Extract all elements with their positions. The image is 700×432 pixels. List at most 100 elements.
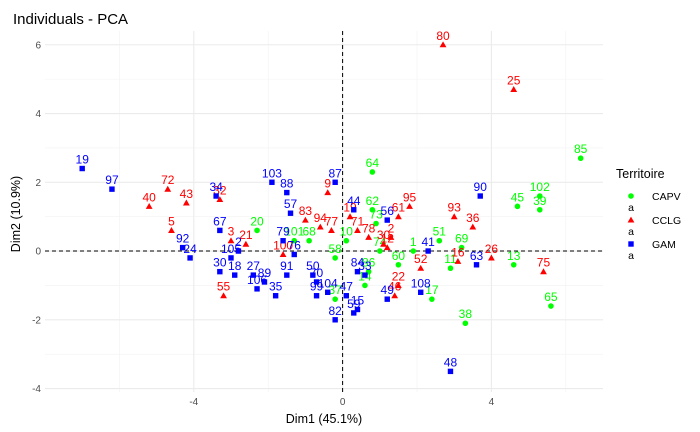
data-point (395, 261, 402, 268)
data-point (369, 206, 376, 213)
data-point (351, 207, 357, 213)
data-point (373, 220, 379, 227)
point-label: 89 (258, 266, 272, 280)
data-point (306, 237, 312, 244)
point-label: 97 (105, 173, 119, 187)
data-point (332, 317, 338, 323)
data-point (217, 268, 223, 275)
point-label: 64 (366, 156, 380, 170)
data-point (436, 237, 443, 244)
data-point (164, 185, 172, 192)
point-label: 65 (544, 290, 558, 304)
x-axis-label: Dim1 (45.1%) (286, 412, 362, 426)
data-point (391, 292, 399, 299)
data-point (313, 279, 320, 285)
data-point (187, 255, 193, 261)
point-label: 77 (325, 214, 339, 228)
data-point (217, 227, 223, 234)
point-label: 55 (217, 280, 231, 294)
point-label: 38 (459, 307, 473, 321)
point-label: 21 (239, 228, 253, 242)
data-point (79, 165, 85, 172)
point-label: 9 (324, 177, 331, 191)
point-label: 17 (425, 283, 439, 297)
data-point (216, 196, 224, 203)
data-point (450, 213, 458, 220)
point-label: 27 (247, 259, 261, 273)
y-tick-label: -4 (32, 384, 41, 395)
point-label: 62 (366, 194, 380, 208)
data-point (540, 268, 547, 275)
point-label: 20 (250, 214, 264, 228)
chart-title: Individuals - PCA (13, 11, 128, 28)
point-label: 51 (433, 225, 447, 239)
data-point (477, 193, 483, 199)
point-label: 10 (340, 225, 354, 239)
point-label: 48 (444, 355, 458, 369)
data-point (332, 179, 338, 185)
data-point (447, 265, 454, 272)
point-label: 100 (273, 238, 293, 252)
point-label: 41 (421, 235, 435, 249)
legend-title: Territoire (616, 167, 665, 181)
legend-key-glyph: a (628, 250, 634, 262)
legend-key-glyph: a (628, 202, 634, 214)
data-point (425, 248, 431, 254)
point-label: 30 (377, 228, 391, 242)
point-label: 88 (280, 177, 294, 191)
data-point (406, 202, 413, 209)
data-point (109, 186, 115, 192)
data-point (220, 292, 227, 299)
data-point (284, 272, 290, 278)
point-label: 30 (213, 256, 227, 270)
point-label: 11 (444, 252, 457, 266)
data-point (343, 237, 350, 244)
data-point (410, 248, 417, 254)
point-label: 104 (318, 276, 338, 290)
data-point (488, 254, 495, 261)
point-label: 79 (276, 225, 290, 239)
data-point (182, 199, 190, 206)
point-label: 58 (328, 242, 342, 256)
point-label: 45 (511, 190, 525, 204)
data-point (387, 233, 395, 240)
point-label: 1 (410, 235, 417, 249)
data-point (284, 189, 290, 196)
point-label: 75 (537, 256, 551, 270)
point-label: 85 (574, 142, 588, 156)
data-point (313, 293, 320, 299)
data-point (514, 203, 521, 210)
data-point (343, 293, 350, 299)
point-label: 60 (392, 249, 406, 263)
data-point (548, 303, 554, 309)
data-point (310, 272, 316, 278)
point-label: 68 (302, 225, 316, 239)
data-point (510, 86, 518, 92)
point-label: 36 (466, 211, 480, 225)
point-label: 92 (176, 232, 190, 246)
point-label: 2 (388, 221, 395, 235)
point-label: 43 (180, 187, 194, 201)
point-label: 70 (310, 266, 324, 280)
data-point (250, 272, 257, 278)
data-point (269, 179, 275, 185)
data-point (395, 213, 402, 220)
point-label: 18 (228, 259, 242, 273)
point-label: 94 (314, 211, 328, 225)
data-point (369, 169, 376, 175)
legend-label-capv: CAPV (652, 191, 681, 203)
point-label: 16 (451, 245, 465, 259)
point-label: 78 (362, 221, 376, 235)
series-gam: 1997922434673010518227106893510388577991… (76, 153, 487, 375)
data-point (383, 244, 391, 251)
data-point (272, 293, 279, 299)
point-label: 19 (76, 153, 90, 167)
data-point (536, 193, 543, 199)
data-point (325, 289, 331, 295)
legend: Territoire a CAPV a CCLG a GAM (616, 167, 681, 262)
data-point (377, 248, 383, 254)
point-label: 13 (507, 249, 521, 263)
point-label: 67 (213, 214, 227, 228)
